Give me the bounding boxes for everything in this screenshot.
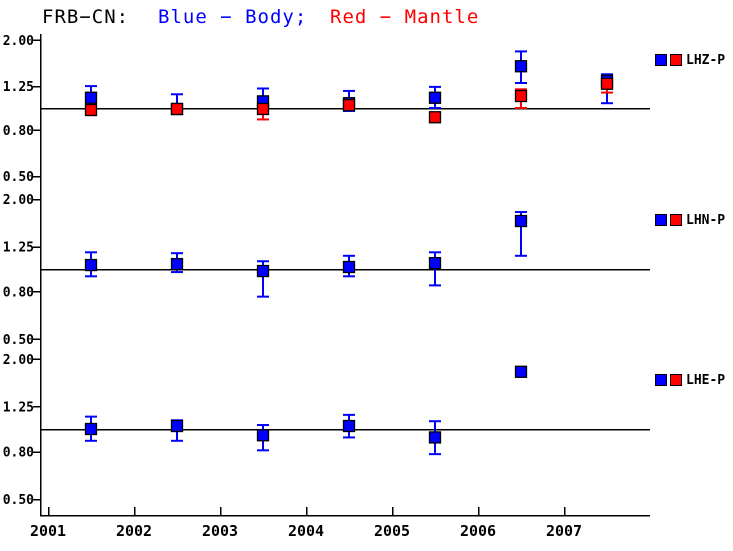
- x-tick-label: 2003: [202, 522, 238, 540]
- data-point-marker: [428, 431, 442, 444]
- y-tick-label: 1.25: [3, 400, 34, 415]
- figure-title-body-legend: Blue − Body;: [158, 6, 308, 28]
- data-point-marker: [256, 429, 270, 442]
- data-point-marker: [170, 102, 184, 116]
- mantle-legend-swatch: [670, 374, 682, 386]
- legend-label-lhe-p: LHE-P: [686, 372, 726, 388]
- data-point-marker: [170, 257, 184, 271]
- legend-lhn-p: LHN-P: [655, 212, 725, 228]
- panel-lhn-p: 2.00 1.25 0.80 0.50: [3, 193, 650, 348]
- body-legend-swatch: [655, 214, 667, 226]
- x-tick-label: 2007: [546, 522, 582, 540]
- figure-title-mantle-legend: Red − Mantle: [330, 6, 480, 28]
- y-tick-label: 0.50: [3, 333, 34, 348]
- y-tick-label: 1.25: [3, 241, 34, 256]
- legend-label-lhn-p: LHN-P: [686, 212, 726, 228]
- x-tick-label: 2006: [460, 522, 496, 540]
- y-tick-label: 0.50: [3, 493, 34, 508]
- data-point-marker: [342, 98, 356, 112]
- mantle-legend-swatch: [670, 54, 682, 66]
- data-point-marker: [170, 419, 184, 433]
- data-point-marker: [428, 256, 442, 270]
- x-tick-label: 2004: [288, 522, 324, 540]
- data-point-marker: [514, 365, 528, 378]
- data-point-marker: [84, 258, 98, 272]
- data-point-marker: [514, 89, 528, 103]
- legend-label-lhz-p: LHZ-P: [686, 52, 726, 68]
- panel-lhe-p: 2.00 1.25 0.80 0.50: [3, 353, 650, 508]
- figure-title-station: FRB−CN:: [42, 6, 130, 28]
- data-point-marker: [600, 77, 614, 90]
- data-point-marker: [84, 422, 98, 436]
- y-tick-label: 2.00: [3, 193, 34, 208]
- y-tick-label: 0.50: [3, 170, 34, 185]
- data-point-marker: [342, 419, 356, 433]
- x-tick-label: 2002: [116, 522, 152, 540]
- y-tick-label: 2.00: [3, 34, 34, 49]
- data-point-marker: [428, 91, 442, 104]
- data-point-marker: [514, 60, 528, 73]
- y-tick-label: 0.80: [3, 124, 34, 139]
- mantle-legend-swatch: [670, 214, 682, 226]
- data-point-marker: [514, 214, 528, 228]
- y-tick-label: 0.80: [3, 285, 34, 300]
- data-point-marker: [84, 103, 98, 117]
- data-point-marker: [84, 91, 98, 104]
- y-tick-label: 2.00: [3, 353, 34, 368]
- data-point-marker: [428, 111, 442, 124]
- data-point-marker: [342, 260, 356, 274]
- legend-lhe-p: LHE-P: [655, 372, 725, 388]
- x-tick-label: 2001: [30, 522, 66, 540]
- data-point-marker: [256, 102, 270, 116]
- x-tick-label: 2005: [374, 522, 410, 540]
- body-legend-swatch: [655, 374, 667, 386]
- panel-lhz-p: 2.00 1.25 0.80 0.50: [3, 34, 650, 185]
- y-tick-label: 0.80: [3, 446, 34, 461]
- body-legend-swatch: [655, 54, 667, 66]
- legend-lhz-p: LHZ-P: [655, 52, 725, 68]
- data-point-marker: [256, 264, 270, 278]
- y-tick-label: 1.25: [3, 80, 34, 95]
